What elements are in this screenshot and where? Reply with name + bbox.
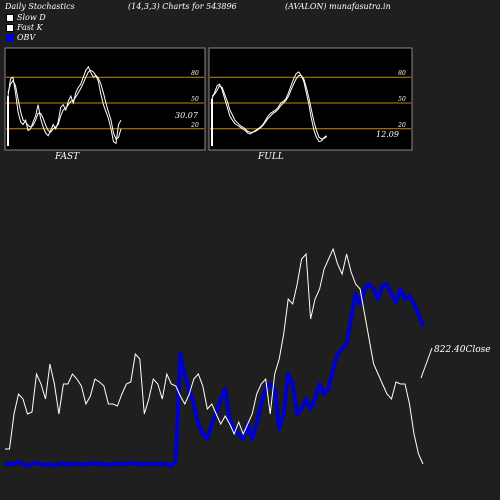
full-tick-label: 20 bbox=[397, 122, 406, 129]
legend-label-obv: OBV bbox=[17, 33, 36, 42]
chart-source: (AVALON) munafasutra.in bbox=[285, 2, 391, 11]
chart-subtitle: (14,3,3) Charts for 543896 bbox=[128, 2, 237, 11]
fast-last-value: 30.07 bbox=[175, 111, 199, 120]
fast-series-k bbox=[7, 65, 122, 145]
fast-panel-label: FAST bbox=[55, 152, 80, 162]
legend-fast-k: Fast K bbox=[6, 23, 43, 32]
full-series-d bbox=[211, 75, 327, 140]
close-value-label: 822.40Close bbox=[434, 345, 491, 355]
full-series-k bbox=[211, 71, 327, 143]
full-tick-label: 80 bbox=[398, 70, 406, 77]
legend-obv: OBV bbox=[6, 33, 35, 42]
price-series-line bbox=[5, 247, 424, 465]
full-last-value: 12.09 bbox=[376, 130, 399, 139]
fast-tick-label: 80 bbox=[191, 70, 199, 77]
legend-swatch-obv bbox=[6, 33, 14, 42]
legend-swatch-slow-d bbox=[6, 13, 14, 22]
fast-series-d bbox=[7, 69, 122, 140]
close-pointer-line bbox=[420, 347, 433, 379]
fast-tick-label: 20 bbox=[190, 122, 199, 129]
obv-series-line bbox=[5, 282, 425, 468]
legend-label-slow-d: Slow D bbox=[17, 13, 46, 22]
legend-label-fast-k: Fast K bbox=[17, 23, 43, 32]
full-panel-label: FULL bbox=[258, 152, 284, 162]
chart-title: Daily Stochastics bbox=[5, 2, 75, 11]
legend-swatch-fast-k bbox=[6, 23, 14, 32]
full-panel-frame bbox=[208, 47, 413, 151]
legend-slow-d: Slow D bbox=[6, 13, 46, 22]
full-tick-label: 50 bbox=[398, 96, 406, 103]
fast-tick-label: 50 bbox=[191, 96, 199, 103]
